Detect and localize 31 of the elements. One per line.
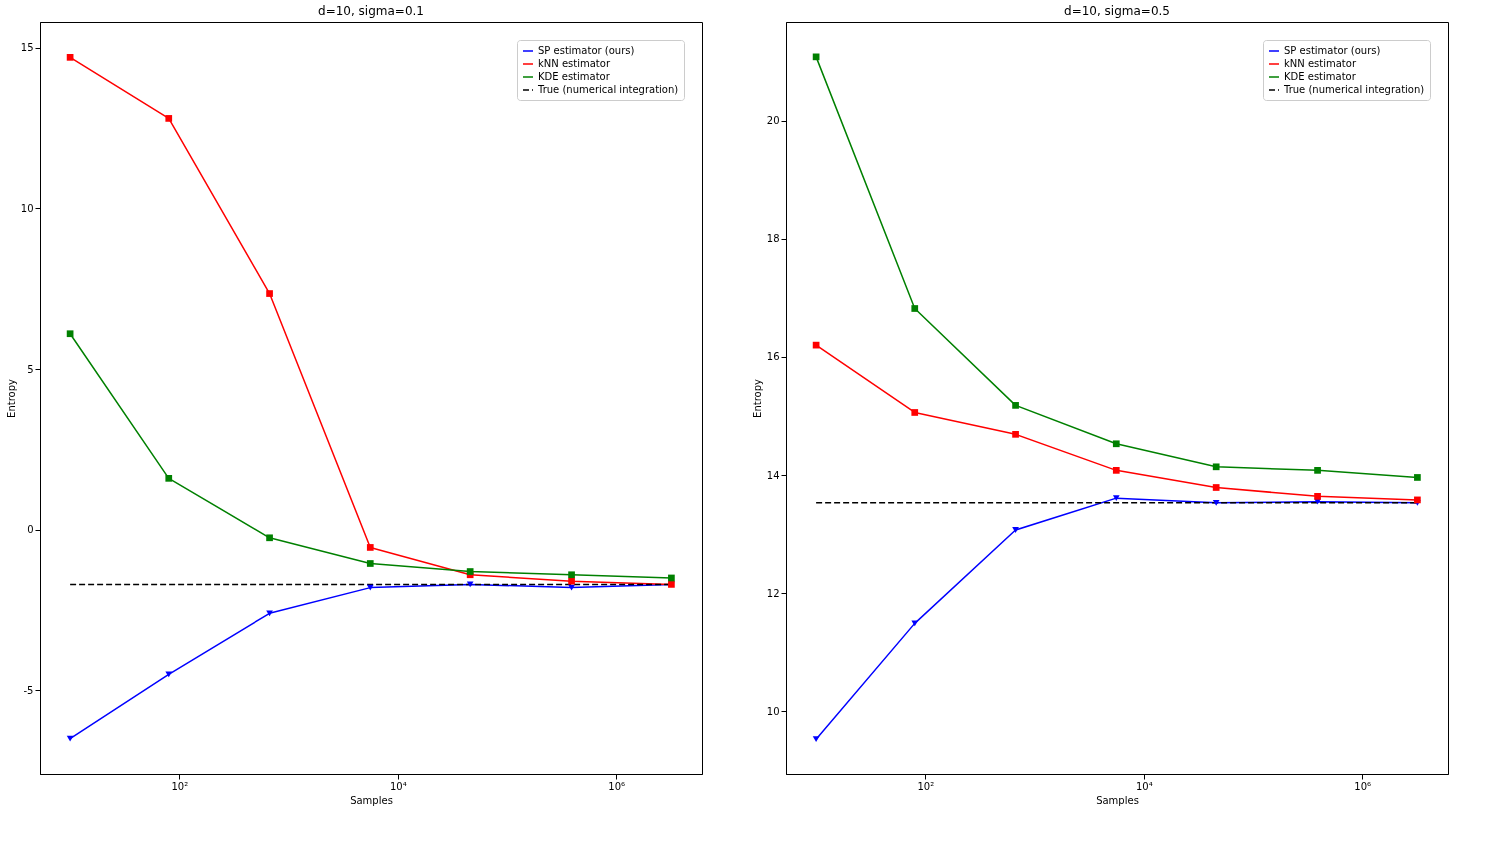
- chart-title: d=10, sigma=0.5: [1064, 4, 1170, 18]
- y-tick-label: 5: [27, 363, 34, 375]
- x-tick-label: 10⁶: [1354, 780, 1372, 792]
- legend-label: KDE estimator: [1284, 71, 1357, 82]
- legend-label: SP estimator (ours): [1284, 45, 1381, 56]
- x-tick-label: 10⁶: [608, 780, 626, 792]
- y-tick-label: 12: [766, 587, 780, 599]
- chart-title: d=10, sigma=0.1: [318, 4, 424, 18]
- y-tick-label: 15: [20, 42, 34, 54]
- legend-label: True (numerical integration): [537, 84, 679, 95]
- y-axis-title: Entropy: [5, 379, 17, 418]
- x-tick-label: 10²: [171, 780, 189, 792]
- y-tick-label: 0: [27, 524, 34, 536]
- y-tick-label: -5: [23, 684, 34, 696]
- x-tick-label: 10²: [917, 780, 935, 792]
- legend-label: True (numerical integration): [1283, 84, 1425, 95]
- legend-label: kNN estimator: [538, 58, 611, 69]
- y-axis-title: Entropy: [751, 379, 763, 418]
- x-axis-title: Samples: [350, 794, 393, 806]
- y-tick-label: 18: [766, 233, 780, 245]
- x-tick-label: 10⁴: [389, 780, 407, 792]
- legend-label: KDE estimator: [538, 71, 611, 82]
- y-tick-label: 20: [766, 115, 780, 127]
- y-tick-label: 10: [766, 705, 780, 717]
- x-tick-label: 10⁴: [1135, 780, 1153, 792]
- y-tick-label: 14: [766, 469, 780, 481]
- legend-label: kNN estimator: [1284, 58, 1357, 69]
- y-tick-label: 16: [766, 351, 780, 363]
- y-tick-label: 10: [20, 202, 34, 214]
- x-axis-title: Samples: [1096, 794, 1139, 806]
- legend-label: SP estimator (ours): [538, 45, 635, 56]
